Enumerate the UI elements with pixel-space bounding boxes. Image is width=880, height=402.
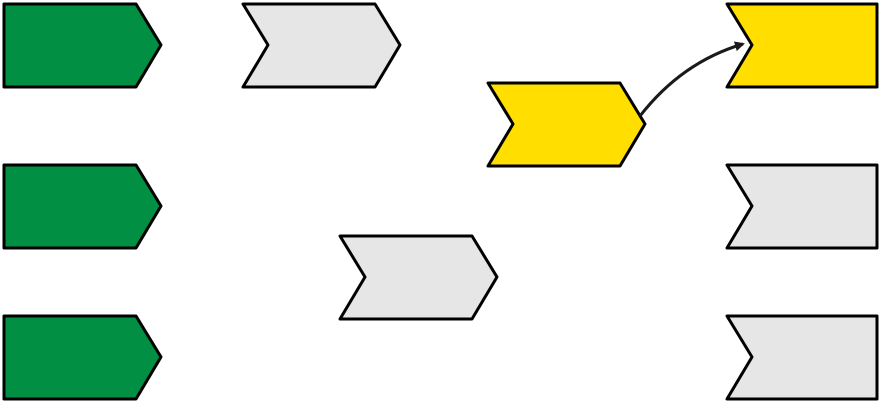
green-arrow-shape-3: [2, 314, 163, 401]
yellow-notched-shape-right: [725, 2, 879, 89]
green-arrow-shape-2: [2, 163, 163, 250]
gray-notched-shape-right-2: [725, 163, 879, 250]
connector-arrow: [638, 41, 745, 117]
gray-notched-shape-right-3: [725, 314, 879, 401]
green-arrow-shape-1: [2, 2, 163, 89]
gray-chevron-top: [241, 2, 402, 89]
yellow-chevron-middle: [486, 81, 647, 168]
gray-chevron-middle: [338, 234, 499, 321]
